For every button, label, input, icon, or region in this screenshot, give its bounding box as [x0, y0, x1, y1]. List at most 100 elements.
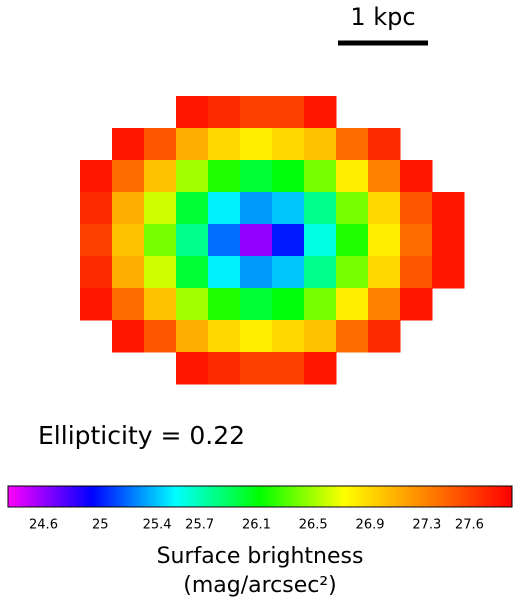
pixel: [400, 288, 433, 321]
pixel: [176, 160, 209, 193]
pixel: [272, 320, 305, 353]
pixel: [144, 288, 177, 321]
pixel: [336, 128, 369, 161]
pixel: [240, 128, 273, 161]
scale-bar-label: 1 kpc: [350, 3, 415, 31]
pixel: [272, 192, 305, 225]
pixel: [176, 96, 209, 129]
pixel: [240, 352, 273, 385]
pixel: [176, 224, 209, 257]
pixel: [176, 128, 209, 161]
colorbar-tick-label: 26.1: [242, 518, 271, 533]
pixel: [304, 288, 337, 321]
pixel: [144, 192, 177, 225]
pixel: [80, 256, 113, 289]
pixel: [272, 352, 305, 385]
pixel: [80, 224, 113, 257]
pixel: [208, 224, 241, 257]
pixel: [368, 128, 401, 161]
pixel: [272, 288, 305, 321]
pixel: [144, 128, 177, 161]
pixel: [208, 320, 241, 353]
pixel: [112, 224, 145, 257]
pixel: [176, 320, 209, 353]
pixel: [144, 256, 177, 289]
pixel: [112, 128, 145, 161]
colorbar-tick-label: 25.7: [185, 518, 214, 533]
pixel: [272, 96, 305, 129]
colorbar-tick-label: 24.6: [29, 518, 58, 533]
pixel: [80, 160, 113, 193]
pixel: [176, 192, 209, 225]
colorbar-tick-label: 27.6: [455, 518, 484, 533]
pixel: [336, 160, 369, 193]
pixel: [400, 192, 433, 225]
colorbar-tick-label: 26.5: [299, 518, 328, 533]
pixel: [144, 160, 177, 193]
pixel: [304, 192, 337, 225]
pixel: [208, 96, 241, 129]
pixel: [272, 224, 305, 257]
colorbar-label: (mag/arcsec²): [183, 573, 337, 598]
pixel: [176, 288, 209, 321]
pixel: [432, 224, 465, 257]
pixel: [336, 288, 369, 321]
pixel: [240, 256, 273, 289]
pixel: [208, 352, 241, 385]
pixel: [368, 288, 401, 321]
colorbar-tick-label: 25: [92, 518, 109, 533]
pixel: [368, 160, 401, 193]
pixel: [112, 192, 145, 225]
pixel: [400, 224, 433, 257]
pixel: [80, 192, 113, 225]
colorbar: [7, 485, 513, 508]
pixel: [208, 128, 241, 161]
pixel: [144, 224, 177, 257]
colorbar-tick-label: 26.9: [356, 518, 385, 533]
pixel: [240, 224, 273, 257]
pixel: [272, 128, 305, 161]
pixel: [304, 128, 337, 161]
pixel: [112, 256, 145, 289]
pixel: [304, 96, 337, 129]
pixel: [432, 192, 465, 225]
pixel: [336, 192, 369, 225]
pixel: [304, 320, 337, 353]
pixel: [176, 256, 209, 289]
pixel: [112, 288, 145, 321]
pixel: [208, 288, 241, 321]
pixel: [240, 160, 273, 193]
colorbar-tick-label: 27.3: [412, 518, 441, 533]
pixel: [144, 320, 177, 353]
pixel: [240, 192, 273, 225]
pixel: [176, 352, 209, 385]
pixel: [208, 256, 241, 289]
pixel: [240, 96, 273, 129]
pixel: [80, 288, 113, 321]
pixel: [304, 160, 337, 193]
pixel: [400, 256, 433, 289]
pixel: [368, 256, 401, 289]
pixel: [240, 320, 273, 353]
pixel: [368, 192, 401, 225]
pixel: [304, 256, 337, 289]
pixel: [208, 192, 241, 225]
pixel: [240, 288, 273, 321]
pixel: [112, 320, 145, 353]
pixel: [336, 320, 369, 353]
colorbar-label: Surface brightness: [157, 544, 364, 569]
annotation: Ellipticity = 0.22: [38, 421, 245, 450]
pixel: [304, 224, 337, 257]
pixel: [304, 352, 337, 385]
pixel: [432, 256, 465, 289]
pixel: [400, 160, 433, 193]
pixel: [336, 256, 369, 289]
pixel: [112, 160, 145, 193]
pixel: [272, 160, 305, 193]
colorbar-tick-label: 25.4: [143, 518, 172, 533]
pixel: [368, 320, 401, 353]
pixel: [336, 224, 369, 257]
pixel: [272, 256, 305, 289]
pixel: [208, 160, 241, 193]
